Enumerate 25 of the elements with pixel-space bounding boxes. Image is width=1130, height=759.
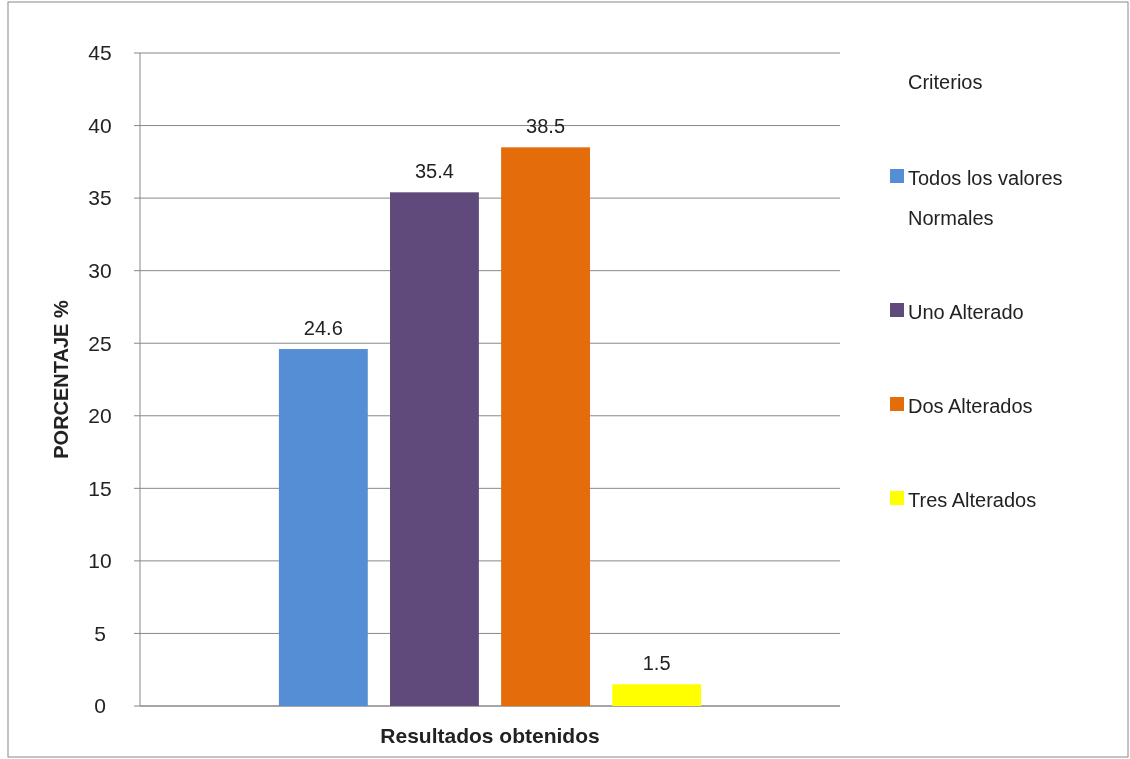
- legend-label: Todos los valores Normales: [908, 167, 1063, 229]
- data-label: 35.4: [414, 160, 454, 183]
- y-tick-label: 20: [88, 404, 112, 428]
- y-axis-title: PORCENTAJE %: [50, 300, 72, 459]
- y-tick-label: 10: [88, 549, 112, 573]
- x-axis-title: Resultados obtenidos: [380, 724, 600, 747]
- data-label: 24.6: [303, 317, 343, 340]
- bar: [612, 684, 702, 706]
- y-tick-label: 25: [88, 331, 112, 355]
- legend-label: Uno Alterado: [908, 301, 1024, 323]
- bar: [278, 349, 368, 706]
- legend-label: Tres Alterados: [908, 489, 1037, 511]
- data-label: 1.5: [642, 652, 671, 675]
- y-tick-label: 30: [88, 259, 112, 283]
- bar: [501, 147, 590, 706]
- y-tick-label: 15: [88, 476, 112, 500]
- y-tick-label: 40: [88, 113, 112, 137]
- y-tick-label: 45: [88, 41, 112, 65]
- legend-label: Dos Alterados: [908, 395, 1033, 417]
- legend-title: Criterios: [908, 71, 983, 93]
- y-tick-label: 5: [94, 621, 106, 645]
- y-tick-label: 35: [88, 186, 112, 210]
- data-label: 38.5: [526, 115, 566, 138]
- y-tick-label: 0: [94, 694, 106, 718]
- bar: [390, 192, 479, 706]
